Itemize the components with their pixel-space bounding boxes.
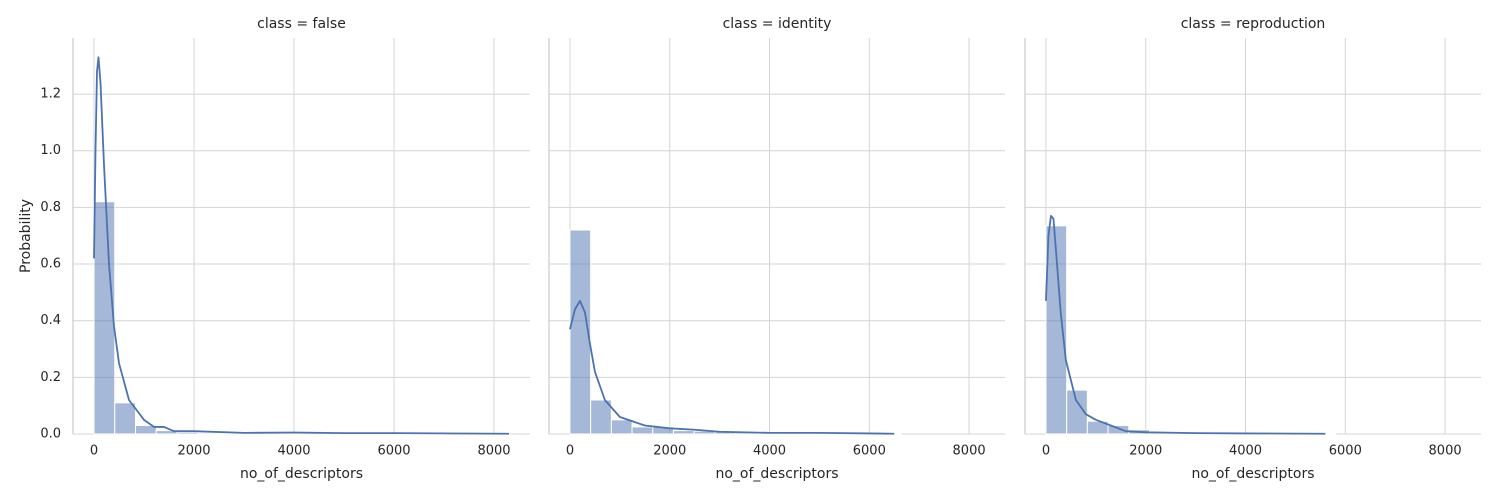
x-tick-label: 6000 [853, 444, 886, 459]
histogram-bar [93, 201, 116, 435]
histogram-bar [1066, 389, 1088, 435]
histogram-bar [672, 430, 695, 435]
histogram-bar [114, 402, 136, 435]
y-tick-label: 1.2 [40, 87, 61, 102]
histogram-bar [1045, 225, 1068, 435]
histogram-bar [176, 431, 199, 435]
histogram-bar [590, 399, 612, 435]
y-tick-label: 0.6 [40, 257, 61, 272]
x-tick-label: 8000 [953, 444, 986, 459]
x-tick-label: 8000 [477, 444, 510, 459]
x-tick-label: 0 [90, 444, 98, 459]
x-axis-label: no_of_descriptors [240, 466, 363, 482]
histogram-bar [610, 419, 633, 435]
x-tick-label: 0 [566, 444, 574, 459]
panel-title: class = false [257, 16, 346, 32]
x-tick-label: 2000 [177, 444, 210, 459]
x-tick-label: 6000 [377, 444, 410, 459]
x-tick-label: 2000 [653, 444, 686, 459]
x-tick-label: 4000 [753, 444, 786, 459]
y-tick-label: 0.0 [40, 427, 61, 442]
kde-line [1045, 214, 1326, 435]
kde-line [569, 299, 895, 435]
y-axis-label: Probability [18, 199, 34, 273]
histogram-bar [197, 432, 219, 435]
histogram-bar [631, 426, 654, 435]
panel-title: class = identity [723, 16, 832, 32]
x-tick-label: 6000 [1329, 444, 1362, 459]
x-tick-label: 8000 [1429, 444, 1462, 459]
y-tick-label: 0.8 [40, 200, 61, 215]
x-tick-label: 4000 [1229, 444, 1262, 459]
y-tick-label: 0.4 [40, 313, 61, 328]
y-tick-label: 0.2 [40, 370, 61, 385]
x-tick-label: 4000 [277, 444, 310, 459]
histogram-bar [135, 425, 157, 435]
panel-title: class = reproduction [1181, 16, 1326, 32]
histogram-bar [1107, 425, 1130, 435]
x-tick-label: 0 [1042, 444, 1050, 459]
x-tick-label: 2000 [1129, 444, 1162, 459]
x-axis-label: no_of_descriptors [1191, 466, 1314, 482]
kde-line [93, 56, 510, 435]
y-tick-label: 1.0 [40, 143, 61, 158]
x-axis-label: no_of_descriptors [715, 466, 838, 482]
histogram-bar [569, 229, 592, 435]
